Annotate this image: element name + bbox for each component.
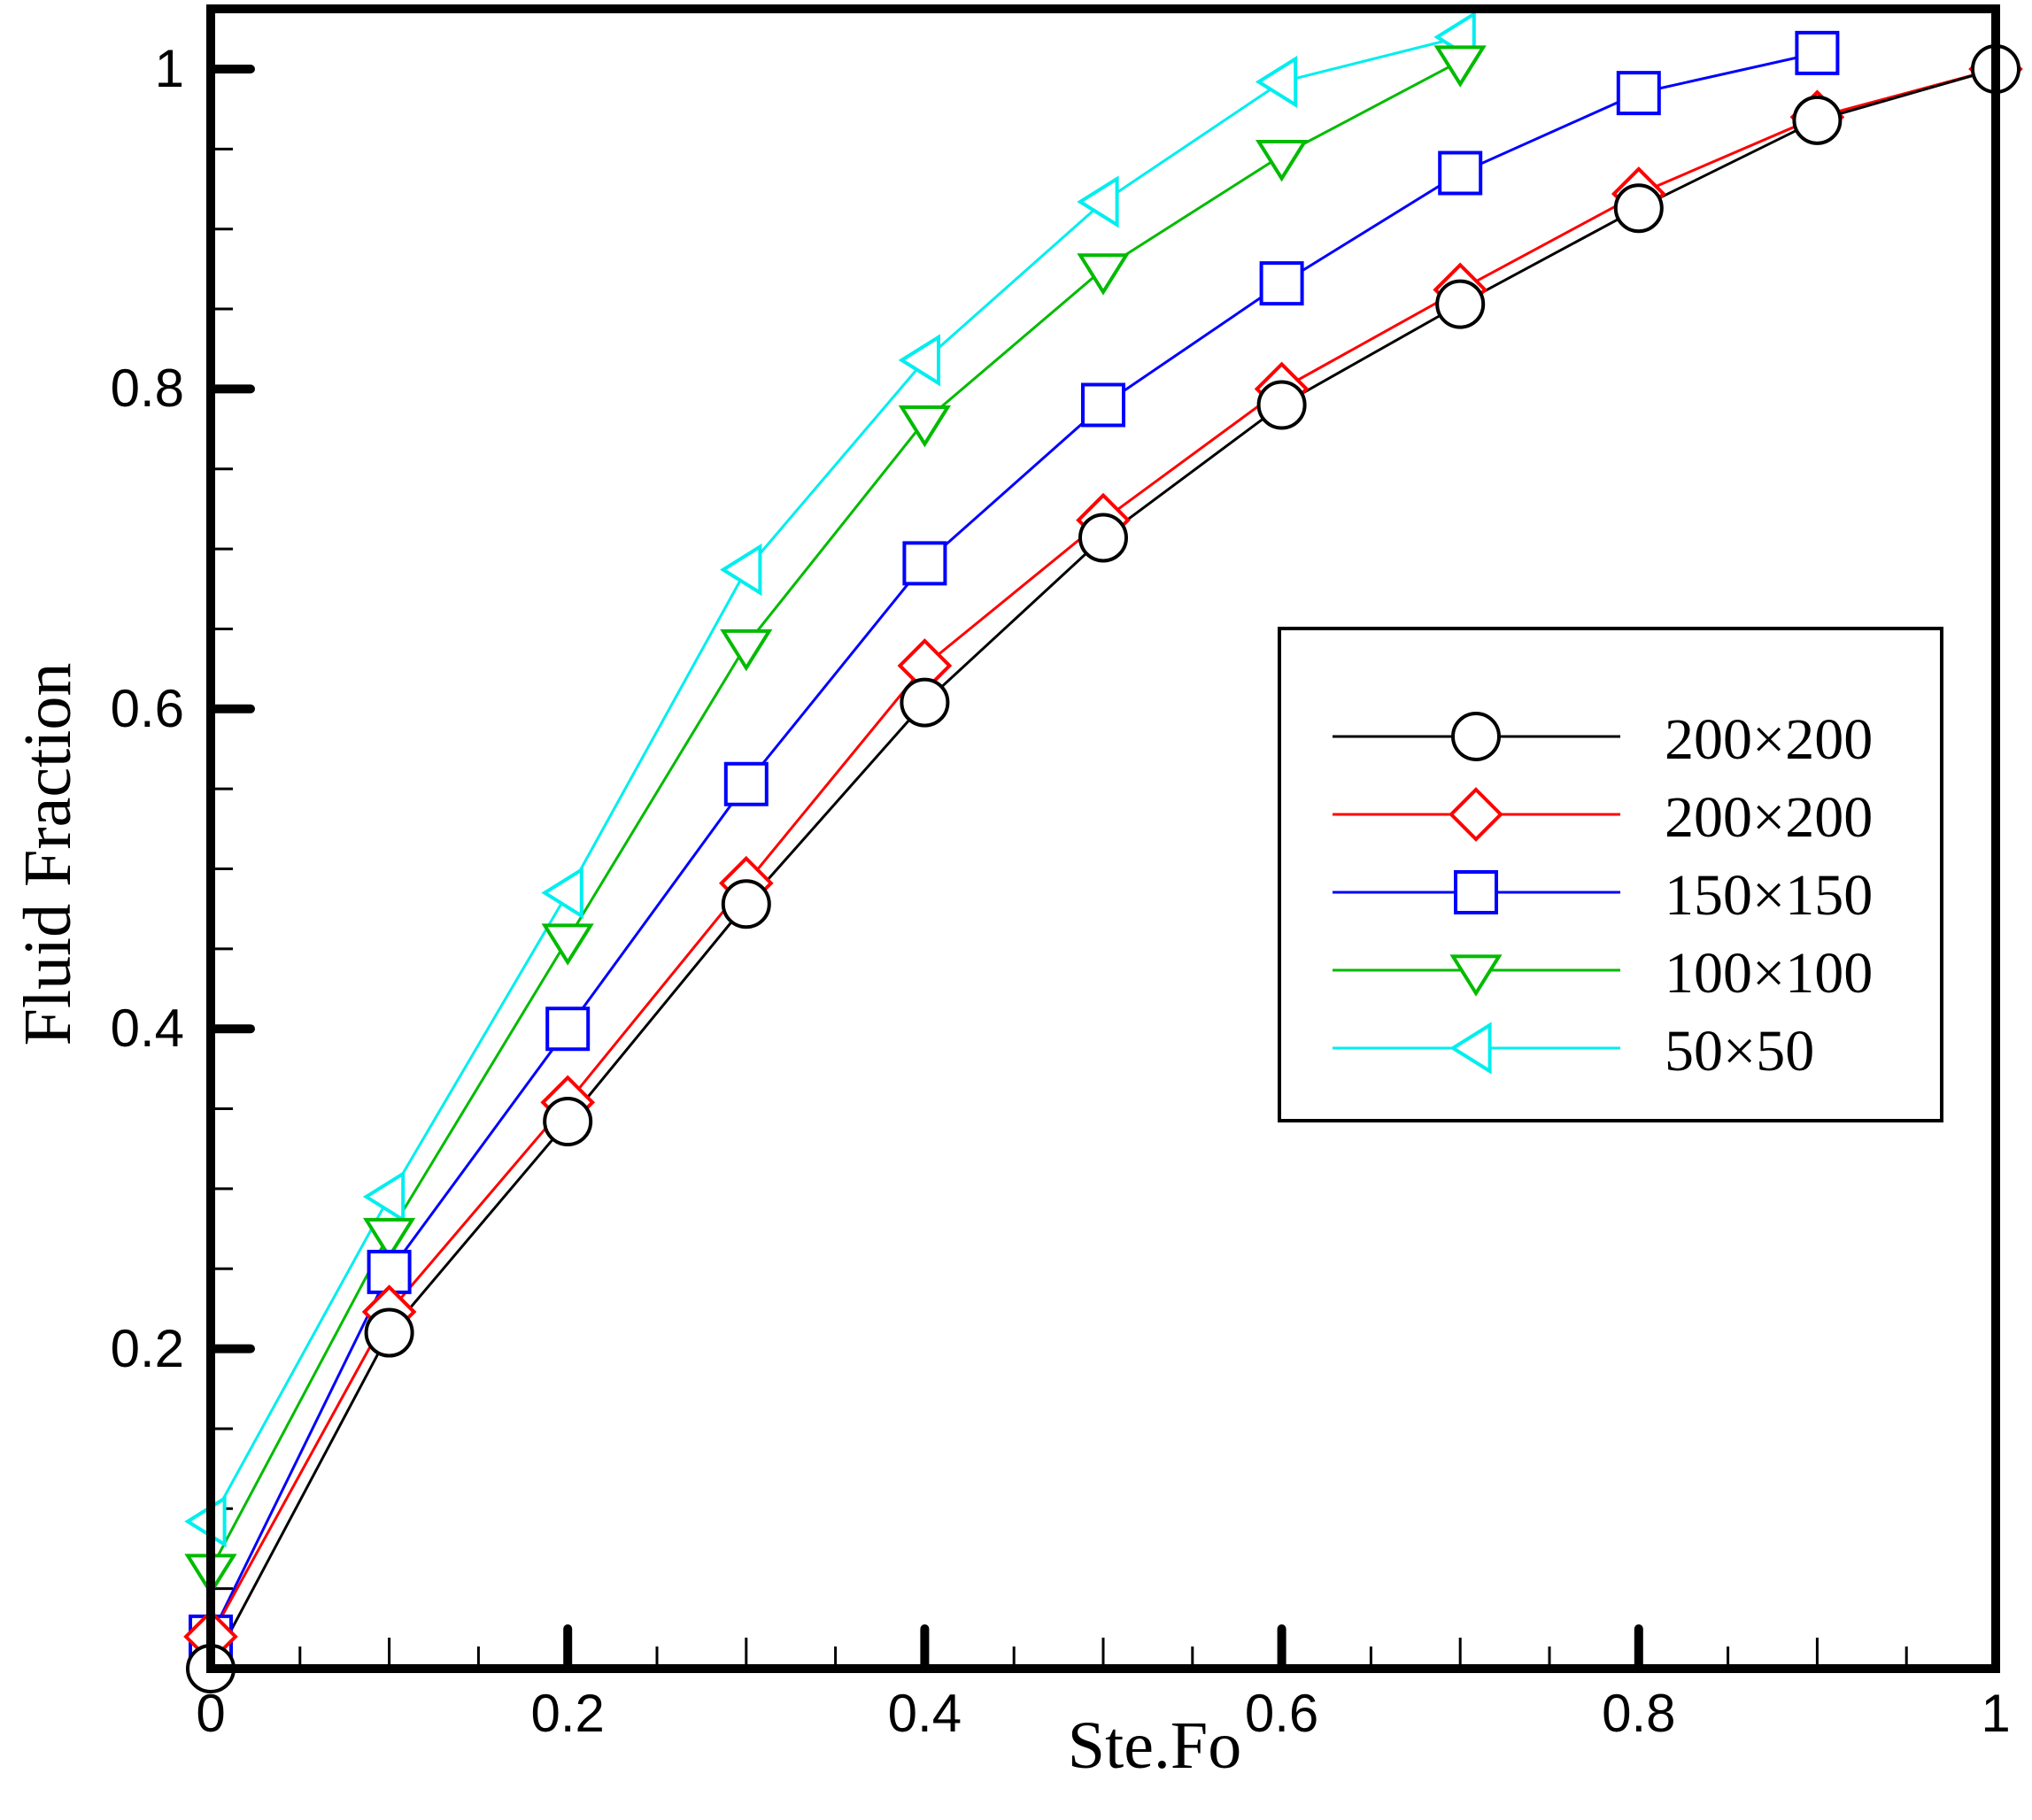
- legend: 200×200 200×200 150×150 100×100 50×50: [1278, 627, 1943, 1122]
- x-axis-title: Ste.Fo: [1067, 1708, 1242, 1783]
- data-point-series-3: [1795, 30, 1840, 75]
- legend-label-series-4: 100×100: [1665, 941, 1874, 1006]
- series-line-4: [209, 59, 1461, 1570]
- data-point-series-1: [721, 879, 771, 929]
- data-point-series-3: [1081, 382, 1125, 428]
- data-point-series-5: [720, 543, 762, 597]
- series-line-5: [209, 35, 1461, 1523]
- y-tick-label: 0.2: [110, 1318, 184, 1378]
- data-point-series-1: [900, 677, 950, 728]
- legend-label-series-1: 200×200: [1665, 707, 1874, 772]
- data-point-series-4: [362, 1217, 416, 1261]
- data-point-series-4: [541, 923, 594, 966]
- x-tick-label: 1: [1981, 1684, 2011, 1743]
- x-tick-label: 0: [196, 1684, 226, 1743]
- major-ticks: [206, 65, 1643, 1673]
- x-tick-label: 0.2: [530, 1684, 605, 1743]
- data-point-series-3: [367, 1249, 412, 1294]
- data-point-series-5: [898, 334, 940, 387]
- y-tick-label: 0.8: [110, 359, 184, 419]
- y-tick-label: 1: [154, 39, 184, 98]
- data-point-series-5: [1077, 175, 1119, 228]
- data-point-series-3: [1438, 150, 1483, 196]
- data-point-series-1: [1613, 183, 1664, 234]
- y-tick-label: 0.4: [110, 999, 184, 1059]
- data-point-series-3: [902, 541, 947, 586]
- data-point-series-3: [545, 1006, 591, 1052]
- legend-label-series-3: 150×150: [1665, 863, 1874, 928]
- data-point-series-1: [1256, 380, 1307, 430]
- legend-label-series-2: 200×200: [1665, 785, 1874, 850]
- data-point-series-3: [1616, 71, 1661, 116]
- data-point-series-1: [1078, 513, 1128, 563]
- x-tick-label: 0.8: [1602, 1684, 1676, 1743]
- data-point-series-4: [720, 629, 773, 672]
- data-point-series-1: [543, 1097, 593, 1147]
- plot-frame: [206, 4, 2000, 1673]
- x-tick-label: 0.4: [887, 1684, 962, 1743]
- data-point-series-1: [1792, 95, 1843, 145]
- data-point-series-5: [184, 1495, 227, 1548]
- x-tick-label: 0.6: [1244, 1684, 1319, 1743]
- y-axis-title: Fluid Fraction: [11, 662, 85, 1046]
- data-point-series-4: [898, 405, 952, 448]
- data-point-series-1: [364, 1307, 414, 1358]
- data-point-series-1: [1435, 279, 1486, 329]
- series-line-3: [209, 51, 1818, 1638]
- data-point-series-4: [1255, 139, 1309, 182]
- data-point-series-3: [1259, 261, 1304, 306]
- data-point-series-5: [1255, 55, 1298, 109]
- data-point-series-3: [723, 761, 769, 806]
- series-markers: [183, 11, 2023, 1693]
- data-point-series-5: [541, 866, 583, 920]
- y-tick-label: 0.6: [110, 678, 184, 738]
- data-point-series-4: [1077, 253, 1130, 296]
- data-point-series-4: [1433, 45, 1487, 88]
- legend-label-series-5: 50×50: [1665, 1019, 1815, 1084]
- data-point-series-5: [362, 1170, 406, 1223]
